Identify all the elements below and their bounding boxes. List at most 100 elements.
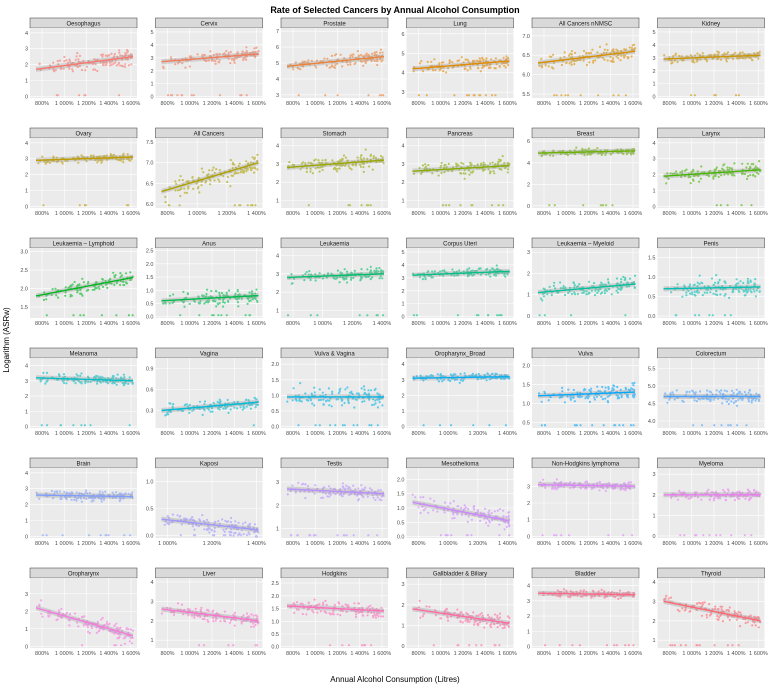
data-point	[203, 409, 206, 412]
data-point	[436, 510, 439, 513]
data-point	[732, 401, 736, 404]
data-point	[424, 277, 427, 280]
y-tick-label: 1.0	[522, 401, 530, 407]
data-point	[60, 67, 63, 70]
data-point	[311, 172, 314, 175]
data-point	[730, 400, 733, 403]
x-tick-label: 800%	[537, 541, 551, 547]
data-point	[111, 491, 114, 494]
data-point	[481, 56, 484, 60]
data-point	[369, 153, 372, 156]
data-point	[753, 290, 756, 293]
data-point	[360, 60, 363, 63]
data-point	[193, 528, 196, 531]
data-point	[359, 163, 362, 166]
data-point	[716, 282, 720, 285]
x-tick-label: 1 000%	[557, 101, 576, 107]
data-point	[610, 293, 613, 296]
data-point	[180, 187, 183, 190]
data-point	[440, 161, 443, 165]
data-point	[624, 276, 627, 279]
data-point	[443, 163, 446, 167]
y-tick-label: 1	[25, 627, 28, 633]
x-tick-label: 1 000%	[557, 431, 576, 437]
data-point	[572, 388, 575, 392]
data-point	[358, 314, 361, 317]
data-point	[550, 55, 553, 59]
x-tick-label: 1 200%	[77, 651, 96, 657]
data-point	[110, 52, 113, 56]
y-tick-label: 5	[401, 51, 404, 57]
data-point	[75, 373, 78, 376]
x-tick-label: 800%	[662, 321, 676, 327]
data-point	[55, 94, 58, 97]
data-point	[559, 281, 562, 284]
data-point	[307, 399, 310, 402]
data-point	[369, 204, 372, 207]
x-tick-label: 800%	[286, 321, 300, 327]
data-point	[421, 171, 424, 174]
data-point	[607, 281, 610, 284]
data-point	[342, 154, 346, 157]
data-point	[541, 299, 544, 302]
data-point	[299, 68, 302, 71]
data-point	[162, 67, 165, 70]
strip-label: Larynx	[702, 131, 720, 137]
data-point	[374, 498, 377, 502]
data-point	[226, 175, 229, 178]
data-point	[475, 314, 478, 317]
y-tick-label: 4	[25, 31, 28, 37]
x-tick-label: 800%	[411, 101, 425, 107]
data-point	[560, 63, 564, 67]
data-point	[122, 373, 125, 376]
data-point	[235, 57, 238, 60]
y-tick-label: 6	[401, 32, 404, 38]
data-point	[334, 64, 337, 67]
data-point	[713, 53, 716, 56]
data-point	[293, 163, 296, 167]
data-point	[466, 58, 469, 61]
data-point	[245, 94, 248, 97]
data-point	[446, 534, 449, 537]
data-point	[727, 402, 731, 406]
data-point	[340, 164, 343, 167]
data-point	[99, 61, 102, 64]
data-point	[101, 491, 104, 494]
data-point	[96, 161, 99, 164]
data-point	[231, 174, 234, 177]
data-point	[502, 509, 505, 512]
data-point	[197, 185, 200, 188]
data-point	[209, 410, 212, 413]
data-point	[504, 424, 507, 427]
x-tick-label: 1 400%	[247, 211, 266, 217]
x-tick-label: 1 200%	[454, 321, 473, 327]
x-tick-label: 1 600%	[624, 431, 643, 437]
data-point	[236, 407, 239, 410]
data-point	[188, 302, 191, 305]
data-point	[498, 158, 501, 161]
data-point	[596, 291, 599, 294]
data-point	[489, 162, 492, 165]
data-point	[741, 162, 744, 165]
data-point	[249, 407, 252, 410]
data-point	[168, 204, 171, 207]
y-tick-label: 0	[25, 644, 28, 650]
data-point	[417, 94, 420, 97]
data-point	[360, 268, 363, 271]
data-point	[412, 172, 416, 175]
data-point	[340, 404, 344, 407]
data-point	[693, 54, 697, 57]
data-point	[422, 424, 425, 427]
data-point	[738, 390, 742, 393]
data-point	[439, 166, 442, 169]
data-point	[45, 298, 48, 301]
data-point	[582, 49, 586, 53]
y-tick-label: 1	[401, 409, 404, 415]
x-tick-label: 1 000%	[55, 321, 74, 327]
data-point	[746, 290, 750, 293]
data-point	[583, 154, 586, 157]
plot-background	[406, 248, 514, 318]
